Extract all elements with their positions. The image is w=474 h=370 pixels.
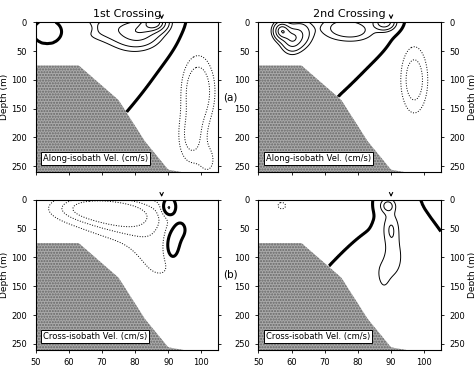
- Text: 2nd Crossing: 2nd Crossing: [313, 9, 386, 19]
- Text: Cross-isobath Vel. (cm/s): Cross-isobath Vel. (cm/s): [43, 332, 147, 341]
- Y-axis label: Depth (m): Depth (m): [468, 74, 474, 120]
- Y-axis label: Depth (m): Depth (m): [0, 74, 9, 120]
- Polygon shape: [258, 243, 441, 361]
- Polygon shape: [36, 243, 218, 361]
- Y-axis label: Depth (m): Depth (m): [468, 252, 474, 298]
- Polygon shape: [36, 65, 218, 184]
- Polygon shape: [258, 65, 441, 184]
- Y-axis label: Depth (m): Depth (m): [0, 252, 9, 298]
- Text: (b): (b): [223, 270, 237, 280]
- Text: Cross-isobath Vel. (cm/s): Cross-isobath Vel. (cm/s): [265, 332, 370, 341]
- Text: (a): (a): [223, 92, 237, 102]
- Text: 1st Crossing: 1st Crossing: [92, 9, 161, 19]
- Text: Along-isobath Vel. (cm/s): Along-isobath Vel. (cm/s): [265, 154, 371, 163]
- Text: Along-isobath Vel. (cm/s): Along-isobath Vel. (cm/s): [43, 154, 148, 163]
